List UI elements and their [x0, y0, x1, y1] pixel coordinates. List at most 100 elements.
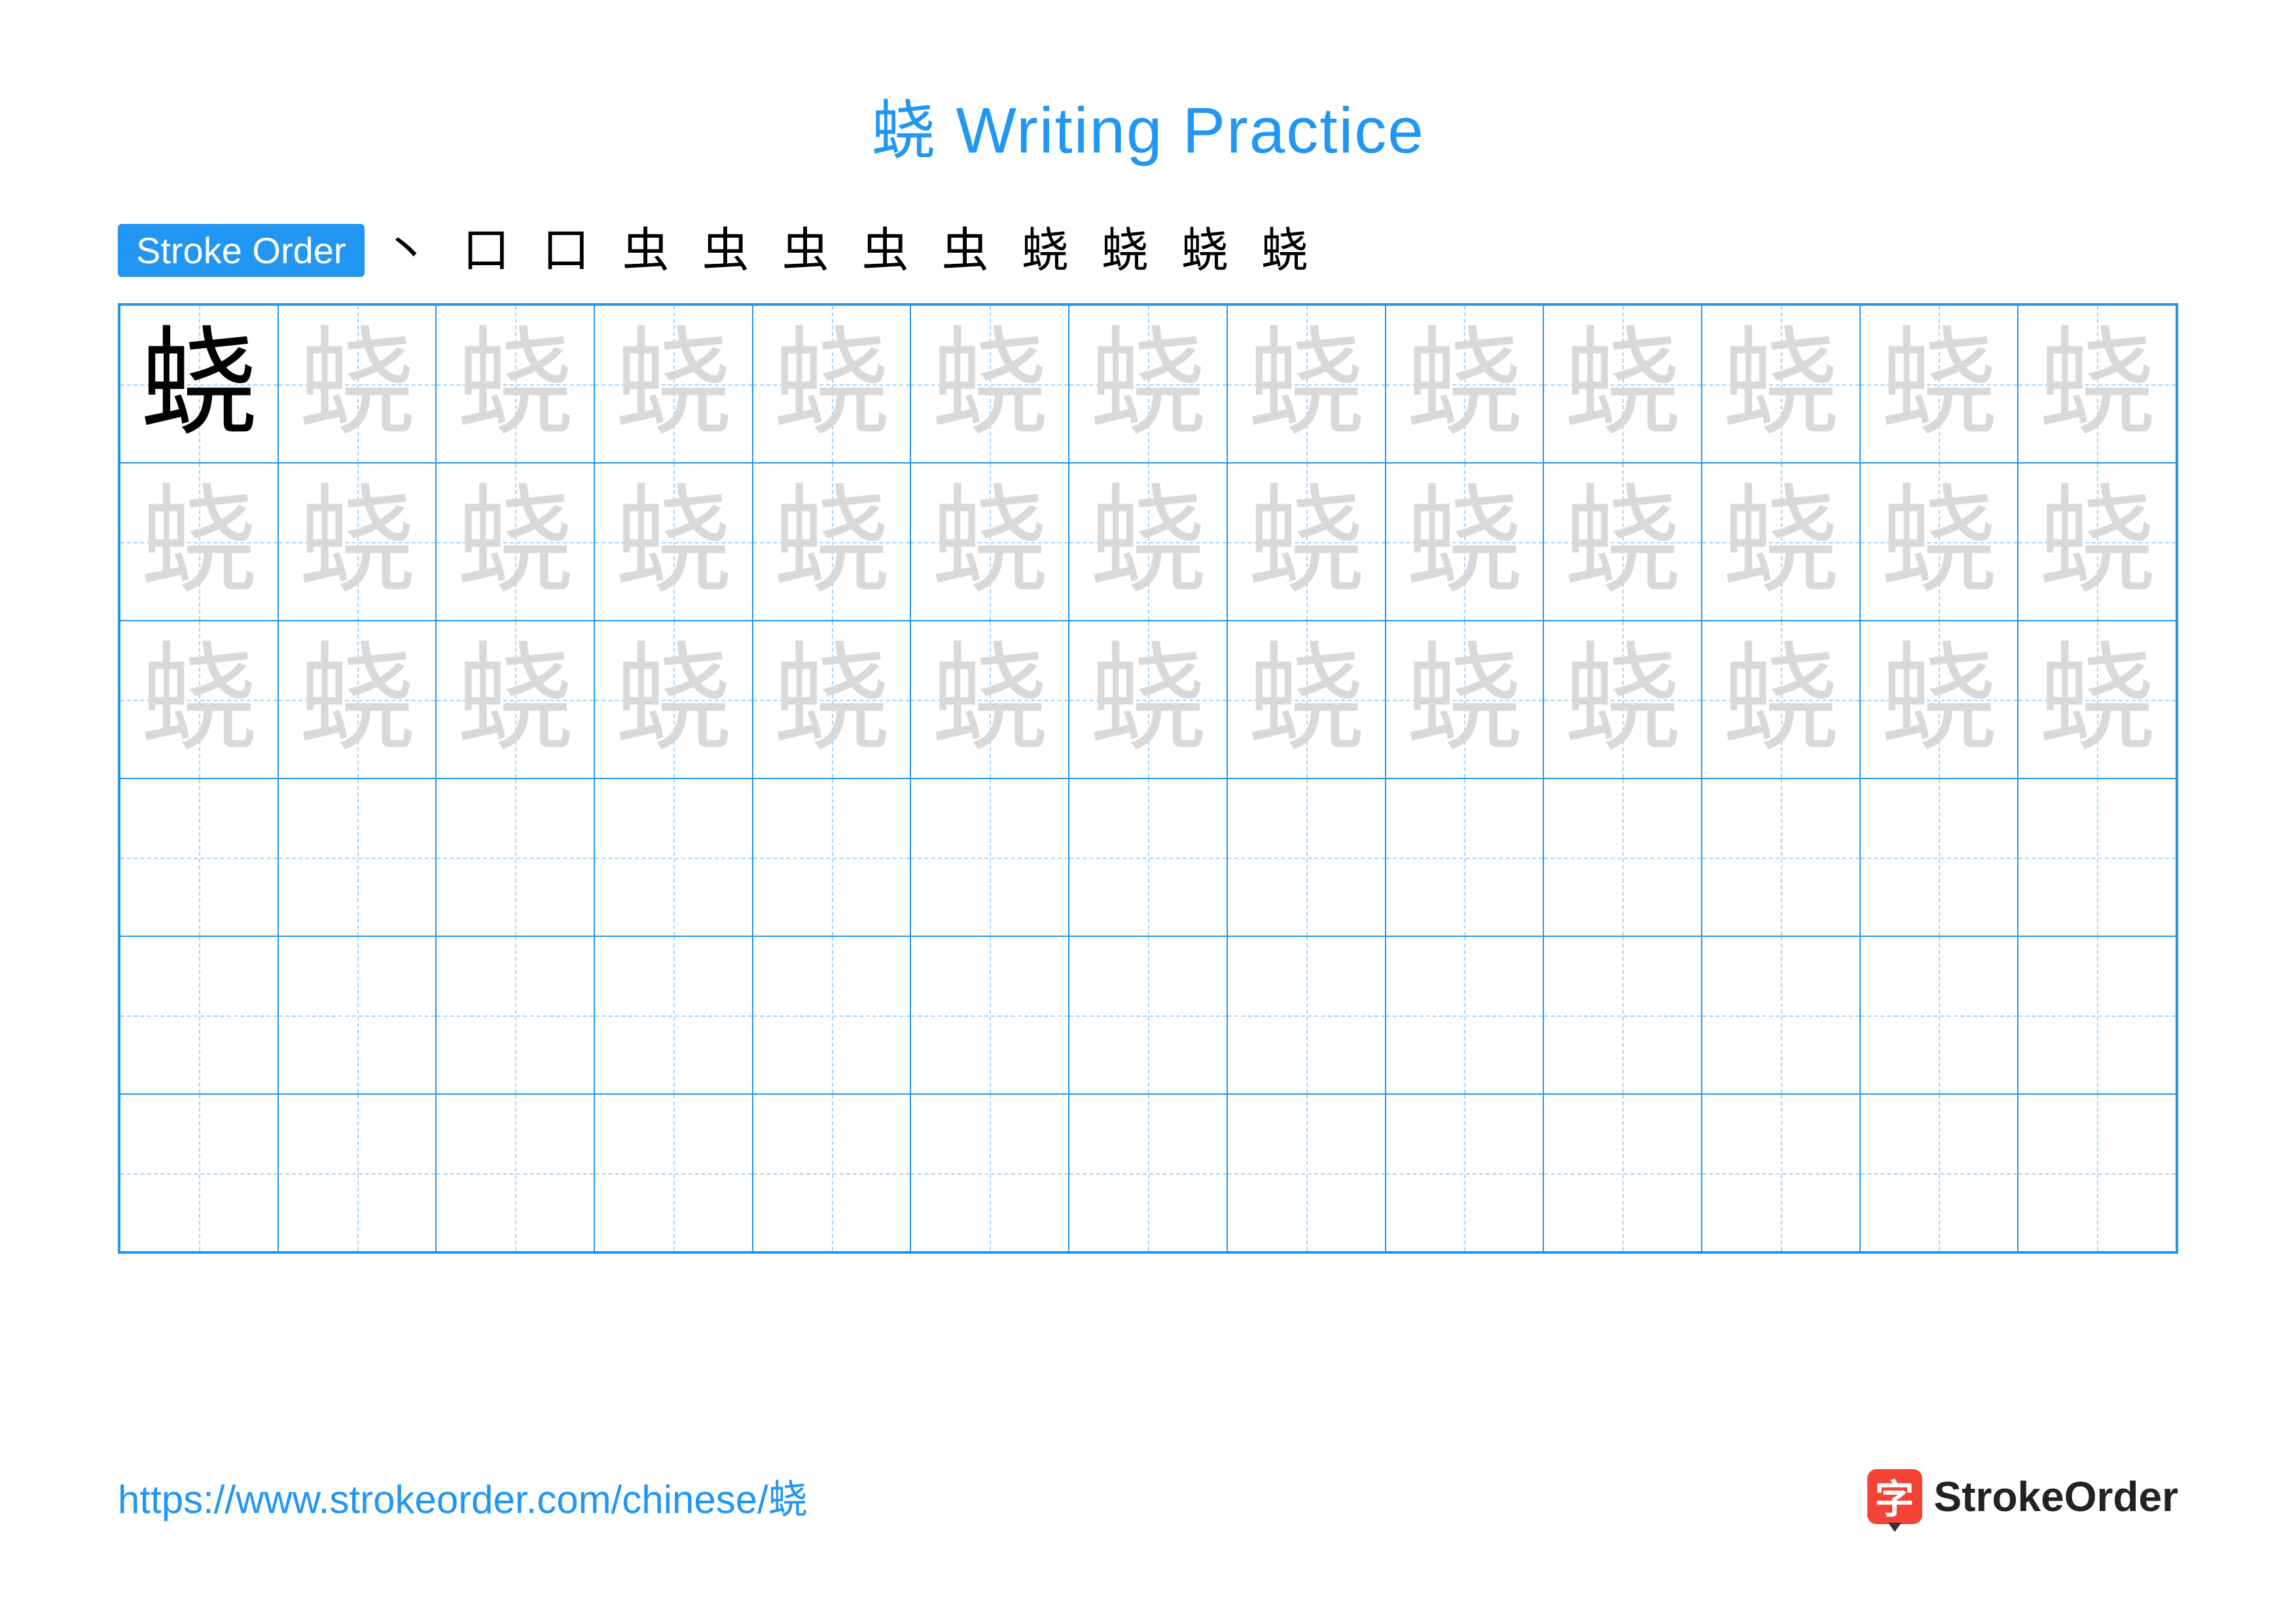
trace-character: 蛲	[279, 621, 436, 778]
grid-cell: 蛲	[1069, 463, 1227, 621]
stroke-step: 蛲	[1181, 227, 1229, 274]
grid-cell	[1543, 936, 1702, 1094]
grid-cell	[2018, 936, 2176, 1094]
practice-grid: 蛲蛲蛲蛲蛲蛲蛲蛲蛲蛲蛲蛲蛲蛲蛲蛲蛲蛲蛲蛲蛲蛲蛲蛲蛲蛲蛲蛲蛲蛲蛲蛲蛲蛲蛲蛲蛲蛲蛲	[118, 303, 2178, 1254]
grid-cell: 蛲	[278, 621, 437, 778]
stroke-step: 虫	[622, 227, 670, 274]
trace-character: 蛲	[1228, 464, 1385, 620]
trace-character: 蛲	[911, 464, 1068, 620]
trace-character: 蛲	[279, 464, 436, 620]
grid-cell: 蛲	[1860, 305, 2018, 463]
trace-character: 蛲	[437, 621, 594, 778]
trace-character: 蛲	[1544, 464, 1701, 620]
trace-character: 蛲	[1069, 621, 1227, 778]
trace-character: 蛲	[1386, 464, 1543, 620]
trace-character: 蛲	[1069, 464, 1227, 620]
trace-character: 蛲	[120, 621, 278, 778]
grid-cell: 蛲	[1227, 621, 1386, 778]
grid-cell: 蛲	[278, 463, 437, 621]
stroke-order-label: Stroke Order	[118, 224, 365, 277]
grid-cell	[2018, 1094, 2176, 1252]
stroke-order-steps: 丶口口虫虫虫虫虫蛲蛲蛲蛲	[383, 227, 1308, 274]
trace-character: 蛲	[120, 464, 278, 620]
grid-cell: 蛲	[1386, 621, 1544, 778]
grid-cell	[910, 936, 1069, 1094]
trace-character: 蛲	[437, 306, 594, 462]
stroke-step: 虫	[942, 227, 989, 274]
grid-cell: 蛲	[1227, 463, 1386, 621]
grid-cell: 蛲	[120, 621, 278, 778]
grid-cell	[278, 778, 437, 936]
grid-cell: 蛲	[1702, 621, 1860, 778]
grid-cell	[1069, 936, 1227, 1094]
trace-character: 蛲	[2018, 621, 2176, 778]
grid-cell	[278, 936, 437, 1094]
trace-character: 蛲	[1544, 306, 1701, 462]
page-title: 蛲 Writing Practice	[118, 79, 2178, 172]
grid-cell	[436, 778, 594, 936]
trace-character: 蛲	[595, 621, 752, 778]
grid-cell: 蛲	[594, 621, 753, 778]
grid-cell	[120, 936, 278, 1094]
logo-text: StrokeOrder	[1934, 1472, 2178, 1521]
grid-cell: 蛲	[1069, 621, 1227, 778]
grid-cell	[594, 936, 753, 1094]
grid-cell	[1069, 1094, 1227, 1252]
grid-cell	[1069, 778, 1227, 936]
grid-cell: 蛲	[120, 305, 278, 463]
grid-cell	[2018, 778, 2176, 936]
trace-character: 蛲	[1069, 306, 1227, 462]
grid-cell: 蛲	[753, 305, 911, 463]
trace-character: 蛲	[1702, 306, 1859, 462]
trace-character: 蛲	[1861, 464, 2018, 620]
trace-character: 蛲	[1702, 464, 1859, 620]
grid-cell: 蛲	[910, 305, 1069, 463]
stroke-step: 蛲	[1102, 227, 1149, 274]
grid-cell: 蛲	[910, 463, 1069, 621]
stroke-step: 蛲	[1261, 227, 1308, 274]
grid-cell	[1860, 778, 2018, 936]
grid-cell: 蛲	[1386, 305, 1544, 463]
stroke-step: 口	[543, 227, 590, 274]
grid-cell	[1702, 936, 1860, 1094]
trace-character: 蛲	[437, 464, 594, 620]
trace-character: 蛲	[753, 306, 910, 462]
trace-character: 蛲	[279, 306, 436, 462]
grid-cell: 蛲	[278, 305, 437, 463]
grid-cell	[1543, 778, 1702, 936]
stroke-step: 丶	[383, 227, 430, 274]
stroke-step: 虫	[702, 227, 749, 274]
trace-character: 蛲	[2018, 464, 2176, 620]
grid-cell	[1543, 1094, 1702, 1252]
grid-cell	[1702, 1094, 1860, 1252]
stroke-step: 虫	[782, 227, 829, 274]
grid-cell	[120, 778, 278, 936]
trace-character: 蛲	[911, 306, 1068, 462]
footer-url[interactable]: https://www.strokeorder.com/chinese/蛲	[118, 1468, 808, 1525]
grid-cell	[120, 1094, 278, 1252]
grid-cell: 蛲	[436, 305, 594, 463]
grid-cell: 蛲	[120, 463, 278, 621]
trace-character: 蛲	[1228, 306, 1385, 462]
grid-cell: 蛲	[436, 621, 594, 778]
grid-cell: 蛲	[1860, 463, 2018, 621]
grid-cell	[594, 1094, 753, 1252]
grid-cell: 蛲	[1386, 463, 1544, 621]
grid-cell: 蛲	[2018, 463, 2176, 621]
trace-character: 蛲	[1228, 621, 1385, 778]
grid-cell: 蛲	[1227, 305, 1386, 463]
trace-character: 蛲	[753, 464, 910, 620]
stroke-order-row: Stroke Order 丶口口虫虫虫虫虫蛲蛲蛲蛲	[118, 224, 2178, 277]
grid-cell	[278, 1094, 437, 1252]
grid-cell	[1860, 1094, 2018, 1252]
grid-cell: 蛲	[1860, 621, 2018, 778]
stroke-step: 虫	[862, 227, 909, 274]
trace-character: 蛲	[1386, 306, 1543, 462]
stroke-step: 蛲	[1022, 227, 1069, 274]
trace-character: 蛲	[1386, 621, 1543, 778]
grid-cell: 蛲	[1543, 621, 1702, 778]
grid-cell: 蛲	[753, 463, 911, 621]
trace-character: 蛲	[2018, 306, 2176, 462]
grid-cell	[753, 778, 911, 936]
grid-cell	[1860, 936, 2018, 1094]
